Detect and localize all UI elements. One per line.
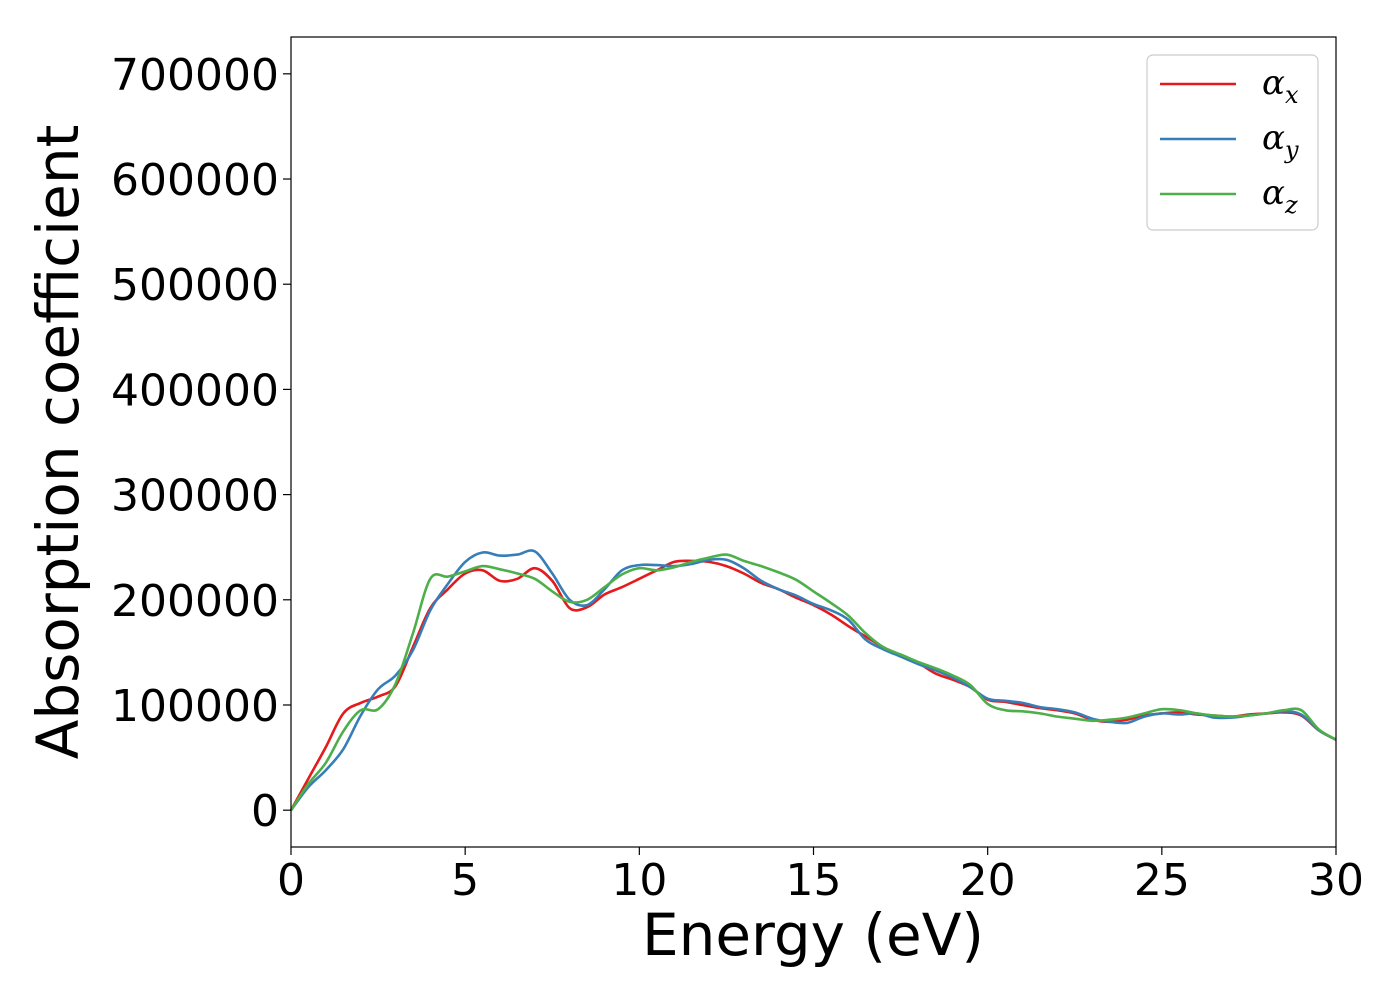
y-tick-label: 0 (251, 786, 279, 837)
legend-label-y: αy (1262, 118, 1299, 164)
y-tick-label: 200000 (111, 576, 279, 627)
y-tick-label: 700000 (111, 50, 279, 101)
x-tick-label: 30 (1308, 855, 1364, 906)
series-line-z (289, 553, 1337, 811)
y-tick-label: 100000 (111, 681, 279, 732)
x-tick-label: 25 (1134, 855, 1190, 906)
x-tick-label: 5 (451, 855, 479, 906)
x-tick-label: 0 (277, 855, 305, 906)
y-tick-label: 500000 (111, 260, 279, 311)
x-tick-label: 15 (786, 855, 842, 906)
x-tick-label: 10 (611, 855, 667, 906)
x-axis-title: Energy (eV) (642, 901, 984, 969)
y-axis: 0 100000 200000 300000 400000 500000 600000 700… (111, 50, 291, 837)
y-tick-label: 600000 (111, 155, 279, 206)
x-axis: 0 5 10 15 20 25 30 (277, 847, 1364, 906)
x-tick-label: 20 (960, 855, 1016, 906)
y-axis-title: Absorption coefficient (24, 125, 92, 760)
series-line-y (289, 549, 1337, 811)
series-lines (289, 549, 1337, 811)
y-tick-label: 300000 (111, 471, 279, 522)
y-tick-label: 400000 (111, 365, 279, 416)
legend-box (1146, 54, 1319, 231)
